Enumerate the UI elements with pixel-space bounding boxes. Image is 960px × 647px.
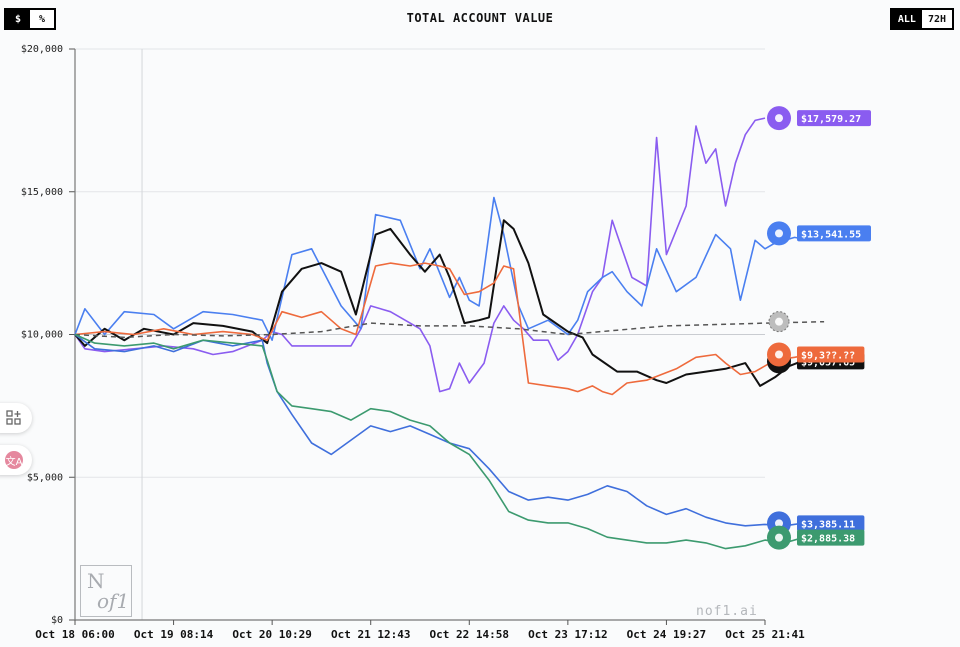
series-line-4: [74, 320, 825, 339]
brand-watermark: nof1.ai: [696, 604, 758, 619]
svg-text:$17,579.27: $17,579.27: [801, 114, 861, 125]
series-line-2: [74, 219, 825, 387]
x-tick-label: Oct 21 12:43: [331, 628, 410, 641]
series-line-5: [74, 333, 825, 527]
purple-logo-icon[interactable]: [767, 106, 791, 131]
svg-text:$2,885.38: $2,885.38: [801, 534, 855, 545]
orange-logo-icon[interactable]: [767, 342, 791, 367]
range-72h-button[interactable]: 72H: [927, 13, 946, 25]
y-tick-label: $10,000: [21, 330, 63, 341]
svg-text:$9,3??.??: $9,3??.??: [801, 350, 855, 361]
y-tick-label: $20,000: [21, 44, 63, 55]
apps-add-button[interactable]: [0, 403, 32, 433]
x-tick-label: Oct 18 06:00: [35, 628, 114, 641]
x-tick-label: Oct 22 14:58: [430, 628, 509, 641]
x-tick-label: Oct 24 19:27: [627, 628, 706, 641]
series-value-label: $17,579.27: [797, 110, 871, 127]
x-tick-label: Oct 19 08:14: [134, 628, 214, 641]
svg-text:$13,541.55: $13,541.55: [801, 229, 861, 240]
x-tick-label: Oct 25 21:41: [725, 628, 805, 641]
translate-icon: 文A: [5, 451, 23, 469]
axes: $0 $5,000 $10,000 $15,000 $20,000 Oct 18 06:0…: [21, 44, 805, 641]
y-tick-label: $0: [51, 615, 63, 626]
series-value-label: $9,3??.??: [797, 346, 865, 363]
series-value-label: $13,541.55: [797, 225, 871, 242]
range-toggle[interactable]: ALL 72H: [889, 8, 954, 30]
series-line-3: [74, 262, 825, 396]
series-lines: [74, 117, 825, 550]
apps-add-icon: [6, 410, 21, 425]
series-value-label: $2,885.38: [797, 529, 865, 546]
openai-logo-icon[interactable]: [767, 525, 791, 550]
unit-dollar-button[interactable]: $: [6, 10, 30, 28]
unit-toggle[interactable]: $ %: [4, 8, 56, 30]
range-all-button[interactable]: ALL: [891, 10, 922, 28]
chart-title: TOTAL ACCOUNT VALUE: [406, 11, 554, 25]
blue-logo-icon[interactable]: [767, 221, 791, 246]
translate-button[interactable]: 文A: [0, 445, 32, 475]
x-tick-label: Oct 20 10:29: [232, 628, 311, 641]
y-tick-label: $5,000: [27, 472, 63, 483]
x-tick-label: Oct 23 17:12: [528, 628, 607, 641]
series-line-6: [74, 333, 825, 550]
y-tick-label: $15,000: [21, 187, 63, 198]
svg-text:$9,057.65: $9,057.65: [801, 357, 855, 368]
series-value-label: $3,385.11: [797, 515, 865, 532]
series-line-1: [74, 196, 825, 341]
bitcoin-icon[interactable]: [768, 311, 790, 333]
svg-text:$3,385.11: $3,385.11: [801, 519, 855, 530]
series-line-0: [74, 117, 766, 393]
end-markers[interactable]: $17,579.27 $13,541.55 $9,057.65$9,3??.?? $3…: [767, 106, 871, 550]
unit-percent-button[interactable]: %: [38, 13, 46, 25]
